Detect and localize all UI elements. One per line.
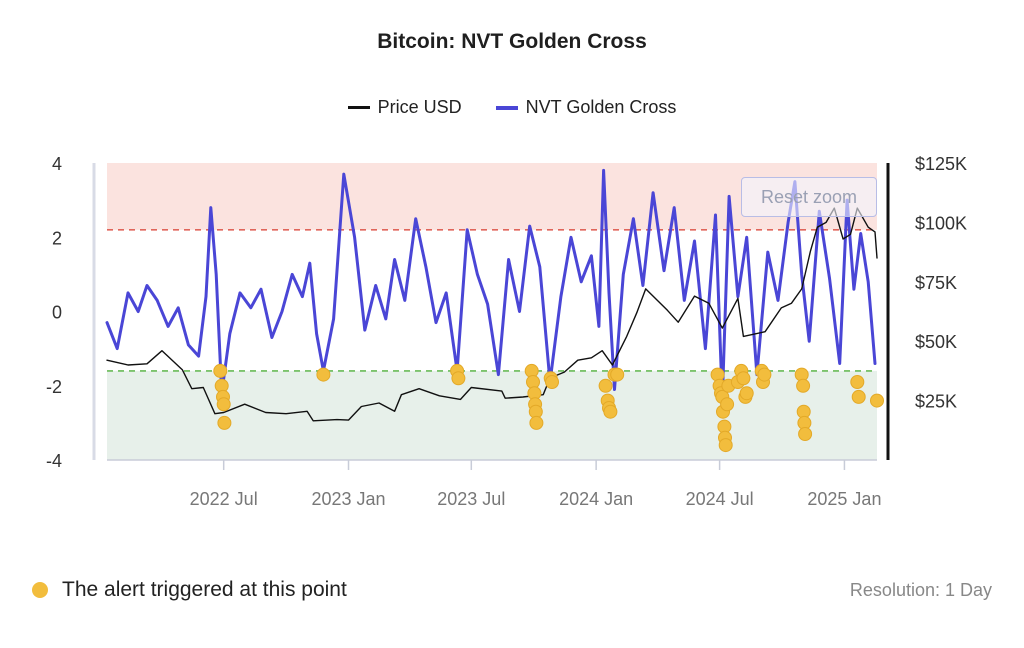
y-tick-label-right: $50K: [915, 332, 957, 352]
alert-marker: [610, 367, 625, 382]
alert-marker: [757, 367, 772, 382]
alert-dot-icon: [32, 582, 48, 598]
y-tick-label-left: 4: [52, 154, 62, 174]
resolution-label: Resolution: 1 Day: [849, 580, 992, 600]
chart-legend: Price USD NVT Golden Cross: [0, 97, 1024, 118]
threshold-bands: [107, 163, 877, 460]
legend-swatch-price: [347, 106, 370, 109]
legend-item-nvt[interactable]: NVT Golden Cross: [495, 97, 677, 118]
alert-marker: [529, 415, 544, 430]
x-tick-label: 2023 Jan: [311, 489, 385, 509]
x-tick-label: 2023 Jul: [437, 489, 505, 509]
lower-band: [107, 370, 877, 460]
y-tick-label-left: 0: [52, 303, 62, 323]
alert-marker: [217, 415, 232, 430]
alert-marker: [798, 427, 813, 441]
alert-marker: [316, 367, 331, 382]
alert-marker: [603, 404, 618, 419]
x-tick-label: 2024 Jul: [686, 489, 754, 509]
alert-marker: [720, 397, 735, 412]
legend-label-nvt: NVT Golden Cross: [525, 97, 677, 117]
y-tick-label-right: $125K: [915, 154, 967, 174]
x-tick-label: 2022 Jul: [190, 489, 258, 509]
y-axis-right: $125K $100K $75K $50K $25K: [886, 154, 967, 460]
reset-zoom-button[interactable]: Reset zoom: [741, 177, 877, 217]
alert-marker: [736, 371, 751, 386]
alert-marker: [870, 393, 884, 408]
y-tick-label-right: $25K: [915, 392, 957, 412]
alert-marker: [851, 389, 866, 404]
alert-marker: [216, 397, 231, 412]
alert-markers: [213, 363, 884, 453]
alert-marker: [451, 371, 466, 386]
x-axis: 2022 Jul 2023 Jan 2023 Jul 2024 Jan 2024 Jul…: [107, 459, 881, 509]
y-tick-label-left: -4: [46, 451, 62, 471]
x-tick-label: 2025 Jan: [807, 489, 881, 509]
y-tick-label-left: 2: [52, 228, 62, 248]
chart-title: Bitcoin: NVT Golden Cross: [377, 30, 647, 53]
alert-note: The alert triggered at this point: [32, 578, 347, 602]
alert-marker: [739, 386, 754, 401]
x-tick-label: 2024 Jan: [559, 489, 633, 509]
y-tick-label-left: -2: [46, 377, 62, 397]
series-line-nvt: [105, 168, 877, 403]
series-line-price: [106, 207, 878, 422]
chart-plot[interactable]: 420-2-4 $125K$100K$75K$50K$25K 2022 Jul 2…: [0, 0, 1024, 540]
y-tick-label-right: $75K: [915, 273, 957, 293]
alert-marker: [598, 378, 613, 393]
alert-marker: [796, 378, 811, 393]
legend-item-price[interactable]: Price USD: [347, 97, 462, 118]
y-axis-left: 4 2 0 -2 -4: [46, 154, 96, 471]
y-tick-label-right: $100K: [915, 213, 967, 233]
alert-marker: [850, 375, 865, 389]
alert-marker: [718, 438, 733, 453]
alert-marker: [545, 375, 559, 389]
legend-swatch-nvt: [495, 105, 518, 110]
series-lines: [105, 168, 878, 422]
alert-note-text: The alert triggered at this point: [62, 578, 347, 601]
legend-label-price: Price USD: [377, 97, 462, 117]
alert-marker: [213, 363, 228, 378]
